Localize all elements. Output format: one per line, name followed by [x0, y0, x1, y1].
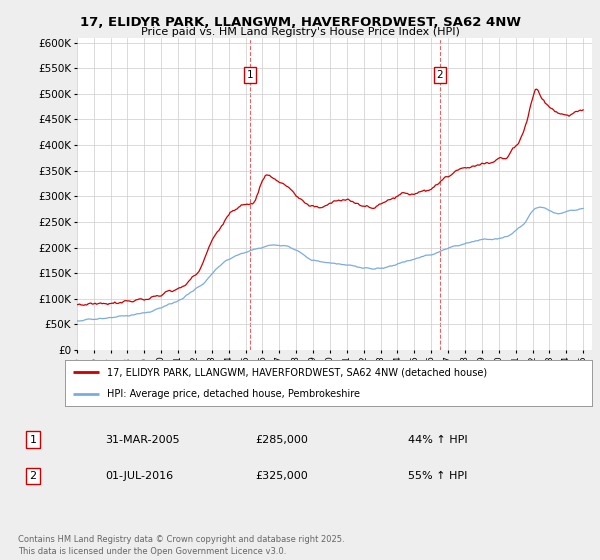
Text: Contains HM Land Registry data © Crown copyright and database right 2025.
This d: Contains HM Land Registry data © Crown c… [18, 535, 344, 556]
Text: 31-MAR-2005: 31-MAR-2005 [105, 435, 179, 445]
Text: £325,000: £325,000 [256, 471, 308, 481]
Text: HPI: Average price, detached house, Pembrokeshire: HPI: Average price, detached house, Pemb… [107, 389, 360, 399]
Text: 55% ↑ HPI: 55% ↑ HPI [408, 471, 467, 481]
Text: Price paid vs. HM Land Registry's House Price Index (HPI): Price paid vs. HM Land Registry's House … [140, 27, 460, 37]
Text: £285,000: £285,000 [256, 435, 308, 445]
Text: 01-JUL-2016: 01-JUL-2016 [105, 471, 173, 481]
Text: 2: 2 [29, 471, 37, 481]
Text: 17, ELIDYR PARK, LLANGWM, HAVERFORDWEST, SA62 4NW: 17, ELIDYR PARK, LLANGWM, HAVERFORDWEST,… [79, 16, 521, 29]
Text: 1: 1 [247, 70, 253, 80]
Text: 17, ELIDYR PARK, LLANGWM, HAVERFORDWEST, SA62 4NW (detached house): 17, ELIDYR PARK, LLANGWM, HAVERFORDWEST,… [107, 367, 487, 377]
Text: 1: 1 [29, 435, 37, 445]
Text: 2: 2 [436, 70, 443, 80]
Text: 44% ↑ HPI: 44% ↑ HPI [408, 435, 467, 445]
